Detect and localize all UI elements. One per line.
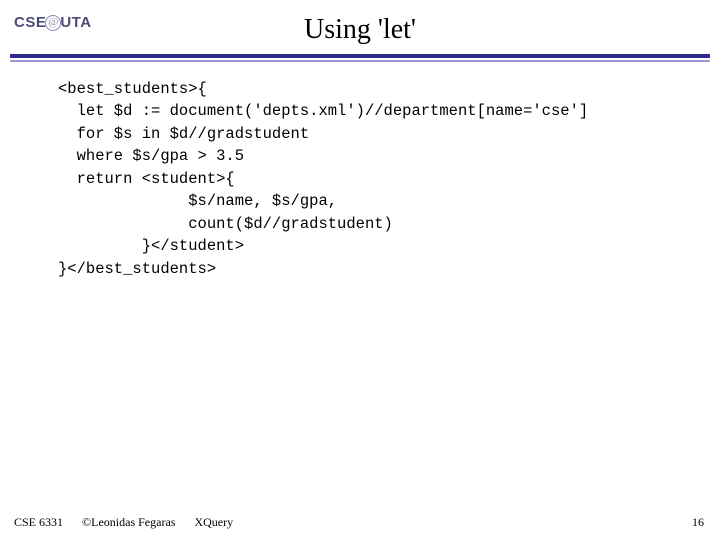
footer-course: CSE 6331 [14,515,63,529]
rule-light [10,60,710,62]
code-line: for $s in $d//gradstudent [58,125,309,143]
slide-header: CSE@UTA Using 'let' [0,0,720,68]
page-number: 16 [692,515,704,530]
slide-title: Using 'let' [0,14,720,46]
rule-dark [10,54,710,58]
footer-topic: XQuery [194,515,233,529]
code-block: <best_students>{ let $d := document('dep… [58,78,588,280]
code-line: return <student>{ [58,170,235,188]
code-line: let $d := document('depts.xml')//departm… [58,102,588,120]
footer-copyright: ©Leonidas Fegaras [82,515,175,529]
code-line: $s/name, $s/gpa, [58,192,337,210]
footer: CSE 6331 ©Leonidas Fegaras XQuery [14,515,249,530]
code-line: <best_students>{ [58,80,207,98]
code-line: }</student> [58,237,244,255]
code-line: count($d//gradstudent) [58,215,393,233]
code-line: where $s/gpa > 3.5 [58,147,244,165]
code-line: }</best_students> [58,260,216,278]
